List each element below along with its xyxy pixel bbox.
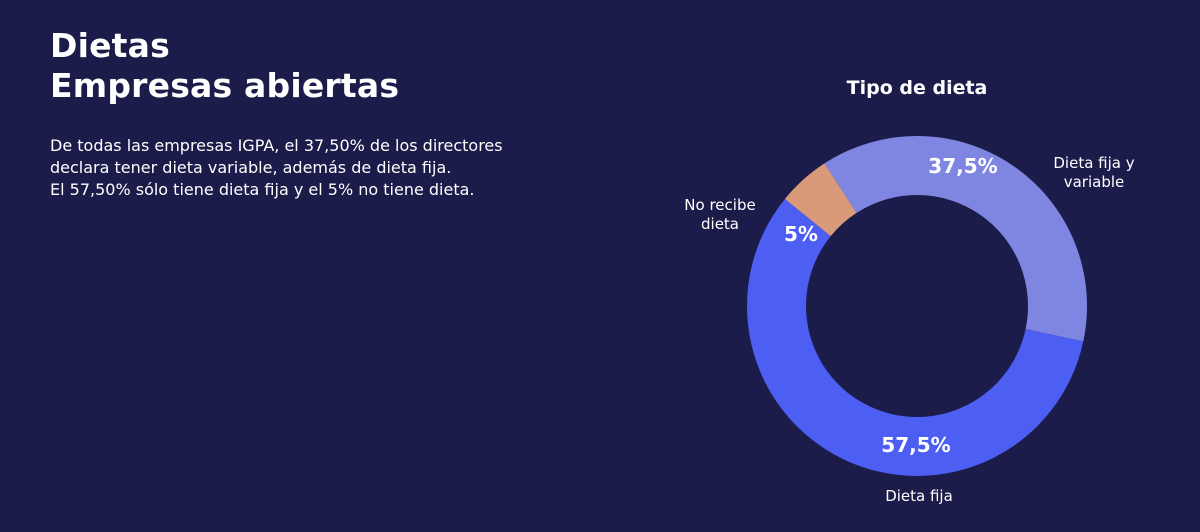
description-line-1: De todas las empresas IGPA, el 37,50% de…: [50, 136, 503, 155]
category-label-dieta-fija-y-variable: Dieta fija y variable: [1053, 154, 1134, 191]
slice-no-recibe-dieta: [784, 163, 857, 237]
donut-chart-svg: Tipo de dieta 37,5% Dieta fija y variable 5…: [684, 77, 1134, 505]
category-label-no-recibe-dieta: No recibe dieta: [684, 196, 755, 233]
chart-title: Tipo de dieta: [847, 77, 988, 99]
value-label-dieta-fija: 57,5%: [881, 433, 950, 457]
page-title: Dietas Empresas abiertas: [50, 26, 399, 106]
slice-dieta-fija: [747, 199, 1084, 476]
value-label-dieta-fija-y-variable: 37,5%: [928, 154, 997, 178]
donut-chart: Tipo de dieta 37,5% Dieta fija y variable 5…: [640, 60, 1200, 532]
page-title-line-2: Empresas abiertas: [50, 66, 400, 105]
category-label-dieta-fija: Dieta fija: [885, 487, 953, 505]
description-line-3: El 57,50% sólo tiene dieta fija y el 5% …: [50, 180, 475, 199]
description: De todas las empresas IGPA, el 37,50% de…: [50, 135, 610, 201]
page-title-line-1: Dietas: [50, 26, 170, 65]
slice-dieta-fija-y-variable: [824, 135, 1087, 342]
description-line-2: declara tener dieta variable, además de …: [50, 158, 452, 177]
value-label-no-recibe-dieta: 5%: [784, 222, 818, 246]
